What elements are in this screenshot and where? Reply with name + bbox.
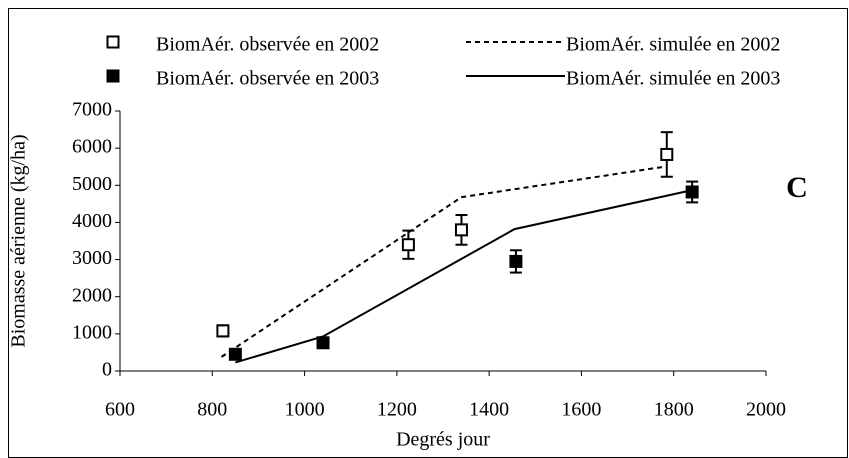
legend-marker <box>106 69 120 83</box>
y-axis-label: Biomasse aérienne (kg/ha) <box>8 134 30 347</box>
y-tick-label: 5000 <box>72 173 112 195</box>
y-tick-label: 1000 <box>72 321 112 343</box>
y-tick-label: 0 <box>102 359 112 381</box>
panel-label: C <box>786 171 808 204</box>
x-tick-label: 1200 <box>377 399 417 421</box>
marker <box>509 254 523 268</box>
y-tick-label: 4000 <box>72 210 112 232</box>
marker <box>401 238 415 252</box>
sim-line <box>220 165 665 358</box>
x-tick-label: 2000 <box>746 399 786 421</box>
legend-marker <box>106 35 120 49</box>
y-tick-label: 3000 <box>72 247 112 269</box>
marker <box>316 336 330 350</box>
legend-label: BiomAér. observée en 2003 <box>156 68 379 90</box>
x-tick-label: 1400 <box>469 399 509 421</box>
y-tick-label: 6000 <box>72 136 112 158</box>
x-tick-label: 800 <box>197 399 227 421</box>
y-tick-label: 7000 <box>72 99 112 121</box>
legend-label: BiomAér. simulée en 2002 <box>566 34 780 56</box>
legend-label: BiomAér. simulée en 2003 <box>566 68 780 90</box>
sim-line <box>235 189 693 364</box>
x-tick-label: 600 <box>105 399 135 421</box>
x-tick-label: 1800 <box>654 399 694 421</box>
marker <box>454 223 468 237</box>
legend-label: BiomAér. observée en 2002 <box>156 34 379 56</box>
x-tick-label: 1000 <box>285 399 325 421</box>
marker <box>660 147 674 161</box>
x-tick-label: 1600 <box>561 399 601 421</box>
marker <box>216 324 230 338</box>
marker <box>228 347 242 361</box>
y-tick-label: 2000 <box>72 284 112 306</box>
x-axis-label: Degrés jour <box>396 429 490 451</box>
